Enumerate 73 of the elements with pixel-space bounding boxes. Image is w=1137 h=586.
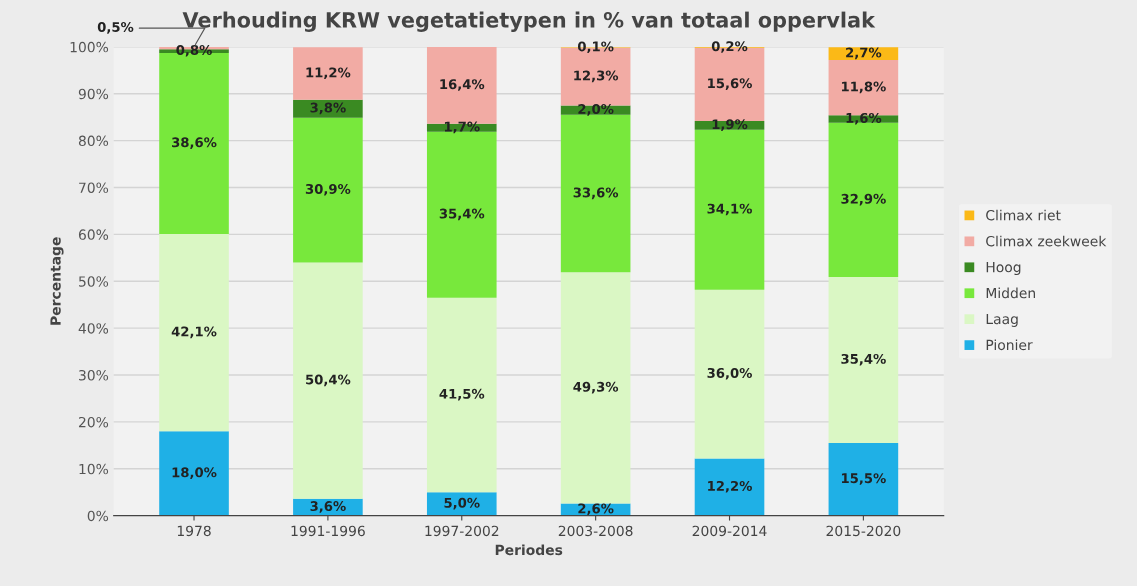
data-label: 0,5%	[97, 21, 134, 34]
bar	[560, 114, 631, 273]
data-label: 15,5%	[841, 473, 886, 485]
data-label: 12,3%	[574, 70, 619, 83]
bar	[293, 262, 363, 499]
data-label: 3,8%	[310, 102, 346, 115]
legend-label: Climax riet	[986, 209, 1061, 221]
bar	[694, 458, 765, 516]
y-tick-label: 30%	[79, 370, 109, 381]
data-label: 1,6%	[846, 112, 882, 125]
data-label: 1,7%	[444, 121, 480, 134]
bar	[694, 129, 765, 290]
bar	[694, 289, 765, 459]
data-label: 50,4%	[306, 374, 351, 387]
x-tick-label: 2003-2008	[558, 525, 633, 537]
data-label: 33,6%	[573, 187, 619, 200]
x-axis-title: Periodes	[495, 544, 563, 556]
bar	[426, 492, 497, 516]
y-tick-label: 70%	[79, 182, 109, 193]
data-label: 0,1%	[577, 41, 614, 54]
bar	[293, 117, 363, 263]
x-tick-label: 2009-2014	[692, 525, 767, 537]
data-label: 5,0%	[444, 497, 480, 510]
data-label: 2,0%	[578, 104, 614, 116]
y-tick-label: 10%	[79, 463, 109, 475]
bar	[159, 431, 229, 516]
data-label: 35,4%	[439, 208, 485, 221]
y-tick-label: 90%	[78, 88, 109, 100]
data-label: 35,4%	[841, 353, 886, 366]
legend-label: Laag	[986, 313, 1018, 327]
data-label: 15,6%	[708, 78, 752, 90]
x-tick-label: 2015-2020	[826, 525, 901, 537]
legend-label: Midden	[986, 287, 1035, 299]
bar	[426, 297, 497, 493]
y-tick-label: 80%	[78, 135, 109, 147]
bar	[293, 47, 363, 100]
bar	[560, 272, 631, 504]
data-label: 11,2%	[306, 67, 351, 80]
data-label: 49,3%	[573, 381, 619, 394]
y-tick-label: 40%	[78, 323, 109, 334]
x-tick-label: 1978	[177, 525, 211, 537]
bar	[159, 233, 229, 432]
bar	[828, 443, 899, 516]
y-tick-label: 0%	[87, 510, 109, 522]
legend-label: Pionier	[986, 339, 1033, 351]
legend-label: Climax zeekweek	[986, 235, 1107, 247]
data-label: 30,9%	[305, 183, 351, 196]
data-label: 41,5%	[439, 388, 485, 401]
data-label: 32,9%	[841, 193, 886, 206]
data-label: 18,0%	[172, 467, 217, 479]
data-label: 2,7%	[846, 47, 882, 60]
bar	[293, 99, 363, 118]
data-label: 42,1%	[171, 326, 217, 339]
data-label: 12,2%	[708, 480, 752, 493]
x-tick-label: 1991-1996	[291, 525, 365, 537]
data-label: 0,2%	[711, 41, 748, 53]
chart-title: Verhouding KRW vegetatietypen in % van totaal oppervlak	[182, 11, 876, 32]
y-tick-label: 50%	[79, 276, 109, 287]
y-tick-label: 60%	[78, 229, 109, 240]
data-label: 2,6%	[578, 503, 614, 516]
x-tick-label: 1997-2002	[425, 525, 499, 537]
data-label: 16,4%	[440, 79, 485, 91]
data-label: 11,8%	[841, 81, 886, 94]
data-label: 36,0%	[707, 367, 752, 380]
legend-label: Hoog	[986, 262, 1021, 276]
y-tick-label: 20%	[78, 416, 109, 428]
y-tick-label: 100%	[70, 41, 109, 53]
bar	[828, 277, 899, 444]
data-label: 1,9%	[712, 119, 748, 131]
data-label: 3,6%	[310, 501, 346, 513]
data-label: 34,1%	[707, 203, 752, 216]
y-axis-title: Percentage	[50, 237, 64, 325]
data-label: 38,6%	[172, 137, 217, 149]
